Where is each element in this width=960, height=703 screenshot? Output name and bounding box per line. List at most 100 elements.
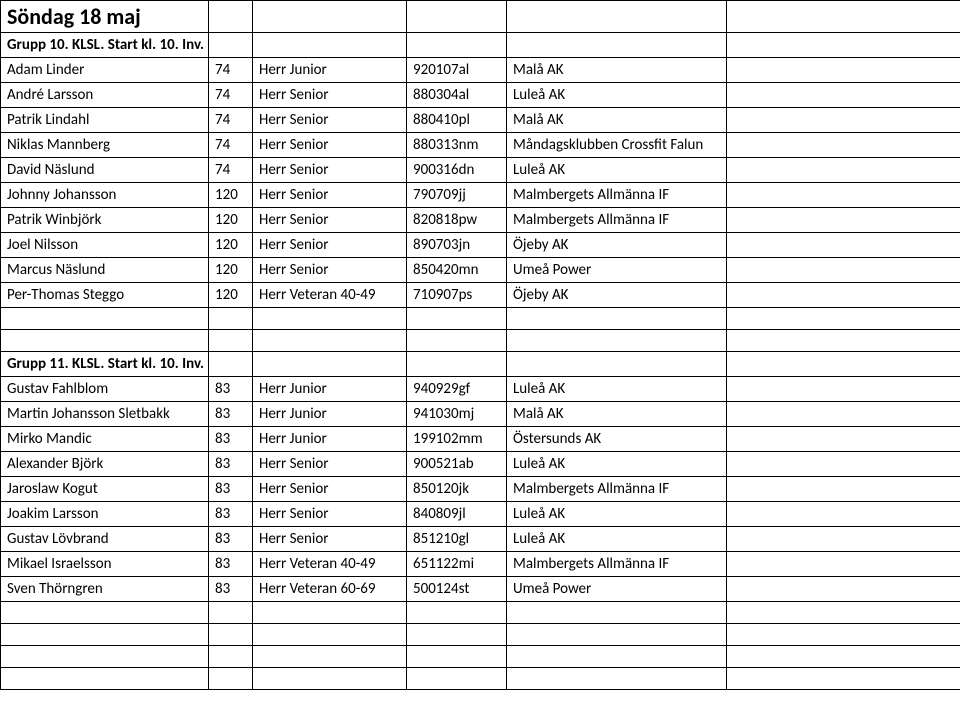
group-11-header: Grupp 11. KLSL. Start kl. 10. Inv. kl. 8… (1, 352, 960, 377)
table-row: Martin Johansson Sletbakk83Herr Junior94… (1, 402, 960, 427)
category-cell: Herr Junior (253, 377, 407, 402)
table-row: Jaroslaw Kogut83Herr Senior850120jkMalmb… (1, 477, 960, 502)
category-cell: Herr Senior (253, 208, 407, 233)
number-cell: 74 (209, 58, 253, 83)
table-row: Mikael Israelsson83Herr Veteran 40-49651… (1, 552, 960, 577)
name-cell: Patrik Lindahl (1, 108, 209, 133)
code-cell: 900521ab (407, 452, 507, 477)
category-cell: Herr Senior (253, 502, 407, 527)
number-cell: 74 (209, 158, 253, 183)
name-cell: André Larsson (1, 83, 209, 108)
number-cell: 120 (209, 208, 253, 233)
code-cell: 790709jj (407, 183, 507, 208)
table-row: Joel Nilsson120Herr Senior890703jnÖjeby … (1, 233, 960, 258)
category-cell: Herr Senior (253, 258, 407, 283)
club-cell: Malmbergets Allmänna IF (507, 552, 727, 577)
club-cell: Umeå Power (507, 577, 727, 602)
club-cell: Malmbergets Allmänna IF (507, 208, 727, 233)
category-cell: Herr Junior (253, 402, 407, 427)
table-row: Gustav Fahlblom83Herr Junior940929gfLule… (1, 377, 960, 402)
code-cell: 850120jk (407, 477, 507, 502)
table-row: Mirko Mandic83Herr Junior199102mmÖstersu… (1, 427, 960, 452)
number-cell: 120 (209, 233, 253, 258)
table-row: Sven Thörngren83Herr Veteran 60-69500124… (1, 577, 960, 602)
club-cell: Malå AK (507, 58, 727, 83)
club-cell: Öjeby AK (507, 233, 727, 258)
table-row: Johnny Johansson120Herr Senior790709jjMa… (1, 183, 960, 208)
number-cell: 83 (209, 552, 253, 577)
code-cell: 710907ps (407, 283, 507, 308)
club-cell: Luleå AK (507, 377, 727, 402)
number-cell: 120 (209, 183, 253, 208)
name-cell: Patrik Winbjörk (1, 208, 209, 233)
category-cell: Herr Senior (253, 83, 407, 108)
name-cell: Joakim Larsson (1, 502, 209, 527)
code-cell: 651122mi (407, 552, 507, 577)
number-cell: 83 (209, 452, 253, 477)
name-cell: Gustav Lövbrand (1, 527, 209, 552)
table-row: Adam Linder74Herr Junior920107alMalå AK (1, 58, 960, 83)
club-cell: Luleå AK (507, 502, 727, 527)
category-cell: Herr Senior (253, 477, 407, 502)
club-cell: Malå AK (507, 108, 727, 133)
title-row: Söndag 18 maj (1, 1, 960, 33)
table-row: Alexander Björk83Herr Senior900521abLule… (1, 452, 960, 477)
club-cell: Öjeby AK (507, 283, 727, 308)
category-cell: Herr Veteran 40-49 (253, 283, 407, 308)
name-cell: Mirko Mandic (1, 427, 209, 452)
table-row: Marcus Näslund120Herr Senior850420mnUmeå… (1, 258, 960, 283)
number-cell: 74 (209, 83, 253, 108)
number-cell: 83 (209, 402, 253, 427)
number-cell: 83 (209, 527, 253, 552)
club-cell: Luleå AK (507, 158, 727, 183)
code-cell: 940929gf (407, 377, 507, 402)
club-cell: Luleå AK (507, 527, 727, 552)
empty-row (1, 330, 960, 352)
number-cell: 74 (209, 108, 253, 133)
club-cell: Måndagsklubben Crossfit Falun (507, 133, 727, 158)
code-cell: 880313nm (407, 133, 507, 158)
name-cell: Niklas Mannberg (1, 133, 209, 158)
code-cell: 880304al (407, 83, 507, 108)
name-cell: Adam Linder (1, 58, 209, 83)
name-cell: Gustav Fahlblom (1, 377, 209, 402)
club-cell: Malmbergets Allmänna IF (507, 183, 727, 208)
table-row: Patrik Winbjörk120Herr Senior820818pwMal… (1, 208, 960, 233)
name-cell: Joel Nilsson (1, 233, 209, 258)
category-cell: Herr Junior (253, 427, 407, 452)
table-row: Joakim Larsson83Herr Senior840809jlLuleå… (1, 502, 960, 527)
category-cell: Herr Senior (253, 452, 407, 477)
name-cell: Mikael Israelsson (1, 552, 209, 577)
code-cell: 880410pl (407, 108, 507, 133)
empty-row (1, 624, 960, 646)
group-header: Grupp 11. KLSL. Start kl. 10. Inv. kl. 8… (1, 352, 209, 377)
category-cell: Herr Senior (253, 108, 407, 133)
club-cell: Malmbergets Allmänna IF (507, 477, 727, 502)
code-cell: 820818pw (407, 208, 507, 233)
table-row: Niklas Mannberg74Herr Senior880313nmMånd… (1, 133, 960, 158)
code-cell: 941030mj (407, 402, 507, 427)
number-cell: 83 (209, 427, 253, 452)
table-row: André Larsson74Herr Senior880304alLuleå … (1, 83, 960, 108)
category-cell: Herr Veteran 40-49 (253, 552, 407, 577)
name-cell: Sven Thörngren (1, 577, 209, 602)
category-cell: Herr Junior (253, 58, 407, 83)
code-cell: 199102mm (407, 427, 507, 452)
number-cell: 120 (209, 283, 253, 308)
empty-row (1, 308, 960, 330)
number-cell: 74 (209, 133, 253, 158)
group-10-header: Grupp 10. KLSL. Start kl. 10. Inv. kl. 8… (1, 33, 960, 58)
number-cell: 83 (209, 377, 253, 402)
table-row: David Näslund74Herr Senior900316dnLuleå … (1, 158, 960, 183)
schedule-table: Söndag 18 majGrupp 10. KLSL. Start kl. 1… (0, 0, 960, 690)
code-cell: 500124st (407, 577, 507, 602)
name-cell: Per-Thomas Steggo (1, 283, 209, 308)
category-cell: Herr Senior (253, 158, 407, 183)
name-cell: Johnny Johansson (1, 183, 209, 208)
category-cell: Herr Senior (253, 133, 407, 158)
code-cell: 890703jn (407, 233, 507, 258)
category-cell: Herr Senior (253, 233, 407, 258)
number-cell: 83 (209, 477, 253, 502)
name-cell: David Näslund (1, 158, 209, 183)
club-cell: Östersunds AK (507, 427, 727, 452)
